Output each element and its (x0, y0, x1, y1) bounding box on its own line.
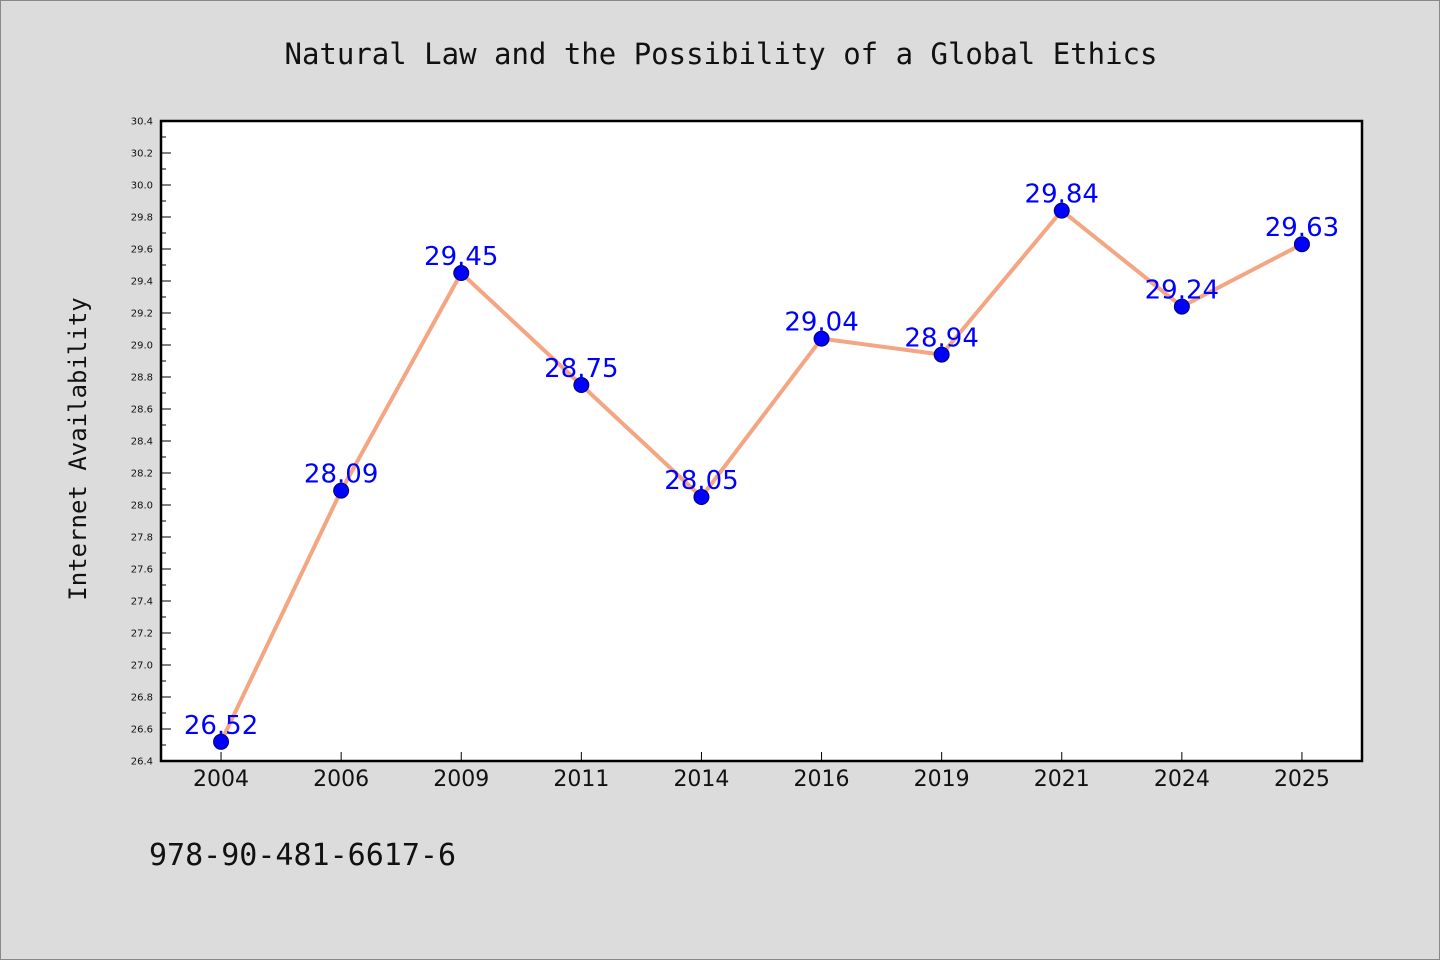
y-tick-label: 30.0 (131, 181, 153, 192)
x-tick-label: 2011 (553, 767, 609, 792)
x-tick-label: 2006 (313, 767, 369, 792)
x-tick-label: 2021 (1034, 767, 1090, 792)
y-tick-label: 28.8 (131, 373, 153, 384)
x-tick-label: 2024 (1154, 767, 1210, 792)
y-tick-label: 28.6 (131, 405, 153, 416)
data-point (1173, 298, 1190, 315)
data-label: 26.52 (184, 711, 258, 741)
y-tick-label: 28.4 (131, 437, 153, 448)
y-tick-label: 30.2 (131, 149, 153, 160)
data-label: 28.09 (304, 460, 378, 490)
x-tick-label: 2025 (1274, 767, 1330, 792)
y-axis-ticks: 26.4 26.6 26.8 27.0 27.2 27.4 27.6 27.8 28.0 28.2… (131, 117, 171, 768)
data-label: 28.75 (544, 354, 618, 384)
data-point (573, 377, 590, 393)
x-tick-label: 2004 (193, 767, 249, 792)
y-tick-label: 29.8 (131, 213, 153, 224)
data-label: 29.84 (1025, 180, 1099, 210)
data-point (1053, 202, 1070, 219)
plot-area (159, 119, 1364, 763)
series-layer: 26.52 28.09 29.45 28.75 28.05 29.04 28.94 29.84… (184, 180, 1339, 750)
data-point (213, 733, 230, 750)
data-point (813, 330, 830, 347)
data-label: 29.63 (1265, 213, 1339, 243)
y-tick-label: 29.6 (131, 245, 153, 256)
y-tick-label: 30.4 (131, 117, 153, 128)
chart-title: Natural Law and the Possibility of a Glo… (285, 37, 1158, 71)
data-point (693, 489, 710, 505)
data-point (933, 346, 950, 363)
y-tick-label: 29.4 (131, 277, 153, 288)
data-point (453, 265, 470, 281)
y-tick-label: 27.6 (131, 565, 153, 576)
y-tick-label: 28.2 (131, 469, 153, 480)
data-label: 29.45 (424, 242, 498, 272)
data-point (333, 482, 350, 499)
series-line (219, 208, 1304, 744)
data-label: 29.04 (784, 308, 858, 338)
y-tick-label: 27.0 (131, 661, 153, 672)
y-tick-label: 28.0 (131, 501, 153, 512)
y-tick-label: 27.2 (131, 629, 153, 640)
x-axis-ticks: 2004 2006 2009 2011 2014 2016 2019 2021 2024 2025 (193, 752, 1330, 792)
x-tick-label: 2014 (673, 767, 729, 792)
x-tick-label: 2016 (794, 767, 850, 792)
x-tick-label: 2009 (433, 767, 489, 792)
data-label: 29.24 (1145, 276, 1219, 306)
y-tick-label: 29.2 (131, 309, 153, 320)
data-label: 28.05 (664, 466, 738, 496)
y-tick-label: 26.6 (131, 725, 153, 736)
y-tick-label: 26.8 (131, 693, 153, 704)
y-axis-label: Internet Availability (64, 297, 92, 600)
y-tick-label: 26.4 (131, 757, 153, 768)
y-tick-label: 27.8 (131, 533, 153, 544)
x-tick-label: 2019 (914, 767, 970, 792)
data-point (1293, 236, 1310, 253)
y-tick-label: 29.0 (131, 341, 153, 352)
data-label: 28.94 (904, 324, 978, 354)
isbn-text: 978-90-481-6617-6 (149, 838, 456, 873)
y-tick-label: 27.4 (131, 597, 153, 608)
